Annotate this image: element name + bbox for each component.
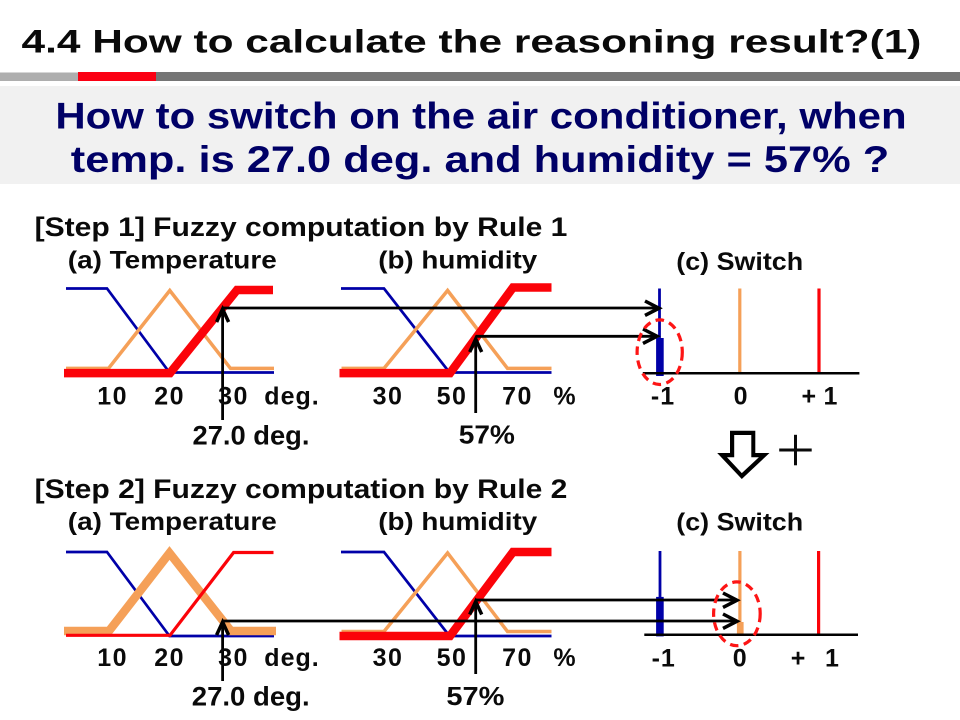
svg-text:27.0 deg.: 27.0 deg. (192, 681, 310, 712)
svg-text:(c) Switch: (c) Switch (676, 249, 803, 276)
svg-text:57%: 57% (459, 421, 515, 450)
svg-text:27.0 deg.: 27.0 deg. (193, 420, 310, 451)
svg-text:(a) Temperature: (a) Temperature (68, 246, 277, 274)
svg-text:1: 1 (825, 645, 839, 673)
svg-text:How to switch on the air condi: How to switch on the air conditioner, wh… (55, 95, 906, 136)
svg-text:temp. is 27.0 deg. and humidit: temp. is 27.0 deg. and humidity = 57% ? (71, 138, 889, 181)
svg-text:+: + (801, 382, 816, 410)
svg-text:0: 0 (734, 382, 748, 410)
svg-text:50: 50 (437, 644, 468, 672)
svg-text:30: 30 (373, 644, 404, 672)
svg-text:70: 70 (502, 644, 533, 672)
svg-text:50: 50 (437, 382, 468, 410)
svg-text:1: 1 (824, 382, 838, 410)
svg-text:4.4 How to calculate the reaso: 4.4 How to calculate the reasoning resul… (22, 24, 922, 60)
svg-text:10: 10 (97, 382, 128, 410)
svg-text:57%: 57% (446, 681, 504, 710)
svg-text:deg.: deg. (264, 644, 319, 672)
svg-text:20: 20 (154, 382, 185, 410)
svg-text:[Step 2] Fuzzy computation by: [Step 2] Fuzzy computation by Rule 2 (35, 474, 568, 504)
svg-text:deg.: deg. (264, 382, 319, 410)
svg-text:(b) humidity: (b) humidity (378, 507, 537, 535)
svg-text:20: 20 (154, 644, 185, 672)
svg-text:0: 0 (733, 645, 747, 673)
svg-text:10: 10 (97, 644, 128, 672)
svg-text:%: % (553, 382, 575, 410)
svg-text:30: 30 (218, 644, 249, 672)
svg-text:30: 30 (218, 382, 249, 410)
svg-text:%: % (553, 644, 575, 672)
svg-text:-1: -1 (651, 382, 675, 410)
svg-text:(c) Switch: (c) Switch (676, 509, 803, 536)
svg-text:(a) Temperature: (a) Temperature (68, 507, 277, 535)
svg-text:(b) humidity: (b) humidity (378, 246, 537, 274)
svg-text:-1: -1 (652, 645, 676, 673)
svg-text:30: 30 (373, 382, 404, 410)
svg-text:[Step 1] Fuzzy computation by: [Step 1] Fuzzy computation by Rule 1 (35, 212, 568, 242)
svg-text:+: + (791, 645, 806, 673)
svg-text:70: 70 (502, 382, 533, 410)
